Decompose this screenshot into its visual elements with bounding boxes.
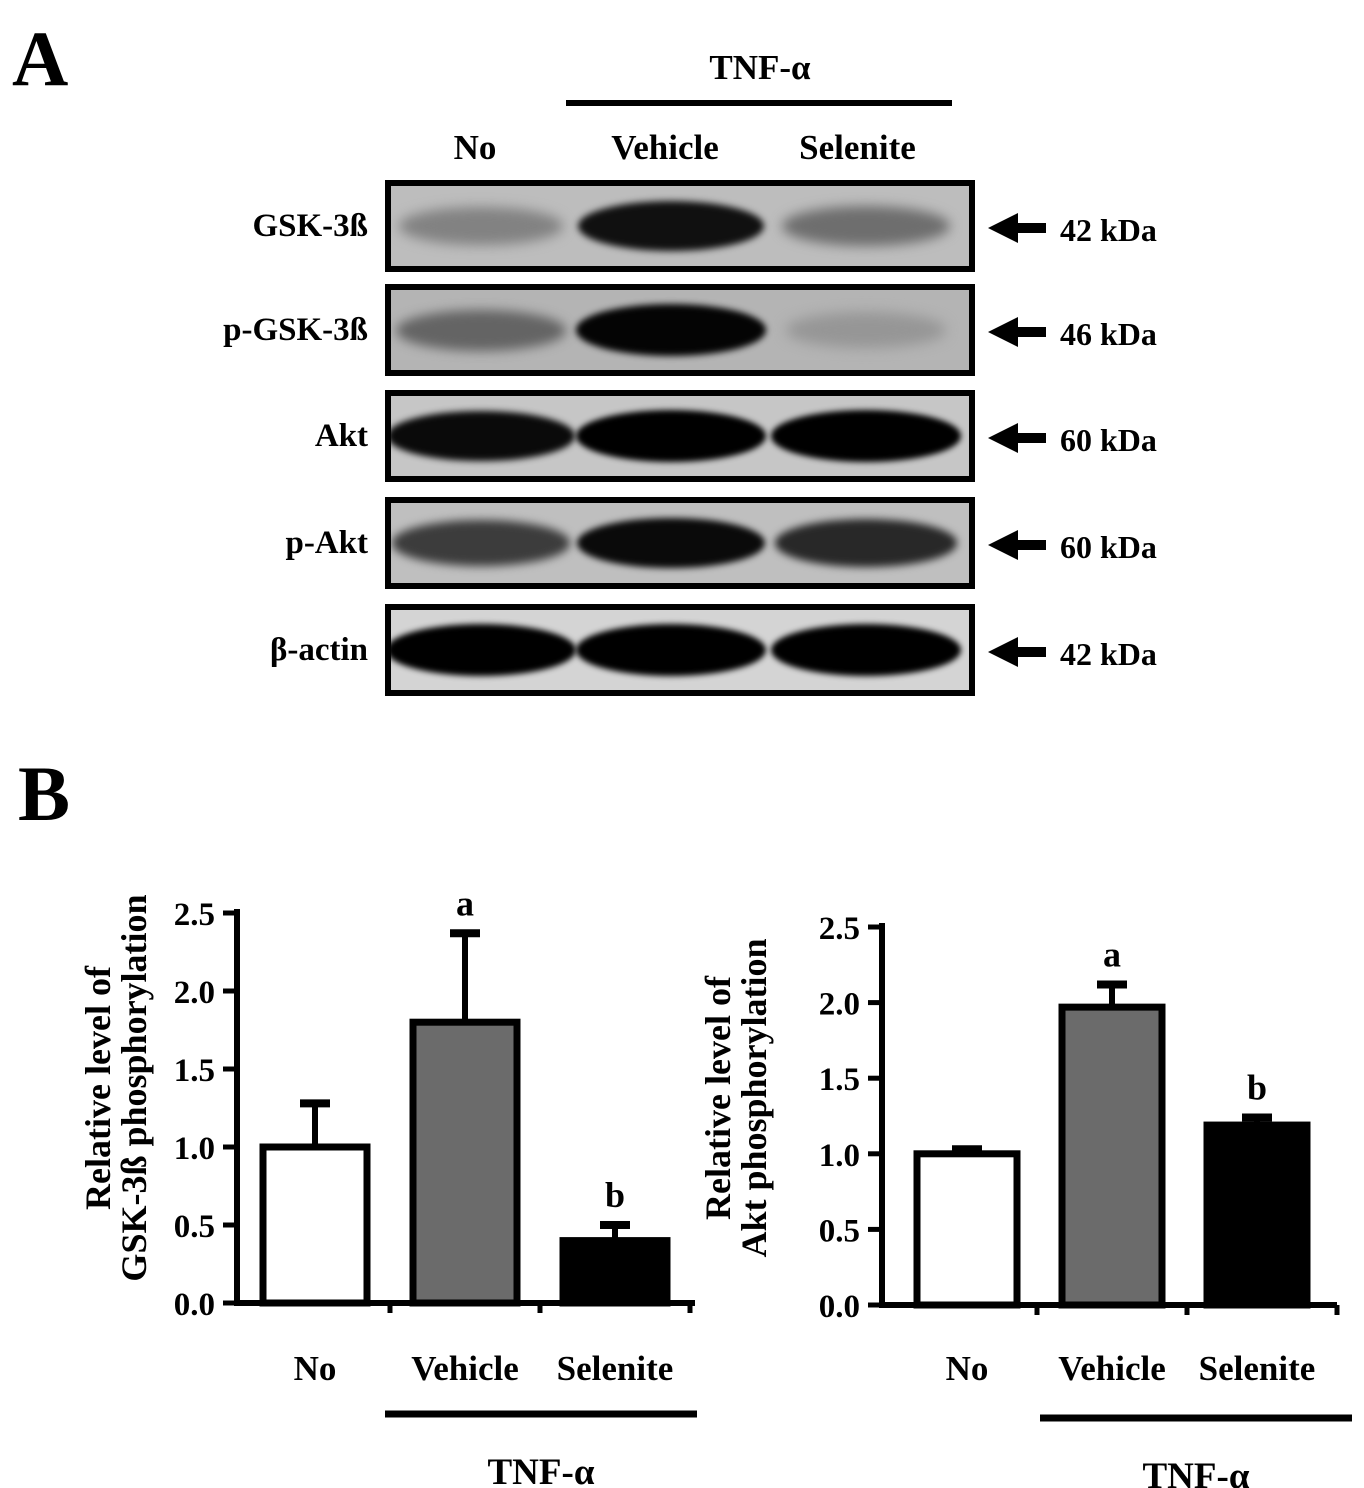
y-tick-label: 1.0 — [819, 1138, 860, 1174]
blot-band — [771, 624, 961, 676]
category-label: Vehicle — [1058, 1349, 1166, 1388]
blot-band — [786, 312, 946, 348]
lane-label-no: No — [453, 128, 497, 167]
y-axis-title-line: Akt phosphorylation — [734, 938, 774, 1257]
panel-b-letter: B — [18, 750, 71, 837]
category-label: Selenite — [1199, 1349, 1316, 1388]
blot-row-label: GSK-3ß — [252, 208, 368, 244]
y-tick-label: 0.0 — [174, 1287, 215, 1323]
bar-no — [259, 1143, 371, 1307]
category-label: Selenite — [557, 1349, 674, 1388]
significance-letter: a — [1103, 934, 1121, 974]
category-label: No — [946, 1349, 989, 1388]
bar-selenite — [559, 1237, 671, 1307]
y-tick-label: 2.0 — [174, 975, 215, 1011]
significance-letter: a — [456, 883, 474, 923]
blot-band — [577, 200, 765, 252]
y-axis-title-line: GSK-3ß phosphorylation — [114, 894, 154, 1281]
blot-band — [391, 624, 576, 676]
bar-vehicle — [409, 1018, 521, 1307]
blot-band — [576, 410, 766, 462]
category-label: Vehicle — [411, 1349, 519, 1388]
molecular-weight-label: 46 kDa — [1060, 316, 1157, 352]
molecular-weight-label: 60 kDa — [1060, 529, 1157, 565]
y-tick-label: 1.5 — [819, 1062, 860, 1098]
category-label: No — [294, 1349, 337, 1388]
y-axis-title-line: Relative level of — [698, 975, 738, 1220]
arrow-left-icon — [988, 423, 1046, 453]
molecular-weight-label: 42 kDa — [1060, 212, 1157, 248]
blot-band — [391, 410, 575, 462]
bar-no — [913, 1150, 1021, 1309]
blot-strip — [385, 284, 975, 376]
bar-selenite — [1203, 1121, 1311, 1309]
tnf-alpha-label: TNF-α — [1143, 1456, 1250, 1488]
y-tick-label: 1.0 — [174, 1131, 215, 1167]
bar-vehicle — [1058, 1003, 1166, 1309]
blot-band — [392, 520, 570, 566]
molecular-weight-label: 60 kDa — [1060, 422, 1157, 458]
y-tick-label: 0.0 — [819, 1289, 860, 1325]
blot-strip — [385, 497, 975, 589]
akt-phosphorylation-chart: 0.0 0.5 1.0 1.5 2.0 2.5 No a Vehicle b Selenite TNF… — [698, 911, 1352, 1488]
blot-band — [782, 206, 950, 246]
blot-band — [576, 304, 766, 356]
blot-band — [399, 207, 563, 245]
arrow-left-icon — [988, 637, 1046, 667]
blot-strip — [385, 180, 975, 272]
blot-band — [396, 309, 566, 351]
y-tick-label: 2.5 — [174, 897, 215, 933]
blot-band — [576, 624, 766, 676]
y-tick-label: 2.0 — [819, 987, 860, 1023]
blot-row-label: p-GSK-3ß — [223, 312, 368, 348]
blot-row-label: β-actin — [269, 632, 368, 668]
gsk3b-phosphorylation-chart: 0.0 0.5 1.0 1.5 2.0 2.5 No a Vehicle b Selenite TNF… — [78, 883, 697, 1488]
significance-letter: b — [605, 1175, 625, 1215]
blot-band — [775, 519, 957, 567]
blot-row-label: Akt — [314, 418, 368, 454]
y-tick-label: 2.5 — [819, 911, 860, 947]
y-tick-label: 0.5 — [174, 1209, 215, 1245]
y-tick-label: 1.5 — [174, 1053, 215, 1089]
arrow-left-icon — [988, 213, 1046, 243]
blot-strip — [385, 390, 975, 482]
tnf-alpha-label: TNF-α — [488, 1452, 595, 1488]
lane-label-vehicle: Vehicle — [611, 128, 719, 167]
y-axis-title-line: Relative level of — [78, 965, 118, 1210]
panel-a-letter: A — [12, 15, 69, 102]
tnf-alpha-bar-a — [566, 100, 952, 106]
blot-strip — [385, 604, 975, 696]
blot-band — [577, 517, 765, 569]
arrow-left-icon — [988, 317, 1046, 347]
blot-band — [771, 410, 961, 462]
blot-row-label: p-Akt — [285, 525, 368, 561]
arrow-left-icon — [988, 530, 1046, 560]
lane-label-selenite: Selenite — [799, 128, 916, 167]
significance-letter: b — [1247, 1068, 1267, 1108]
molecular-weight-label: 42 kDa — [1060, 636, 1157, 672]
y-tick-label: 0.5 — [819, 1213, 860, 1249]
tnf-alpha-label-a: TNF-α — [709, 48, 811, 87]
